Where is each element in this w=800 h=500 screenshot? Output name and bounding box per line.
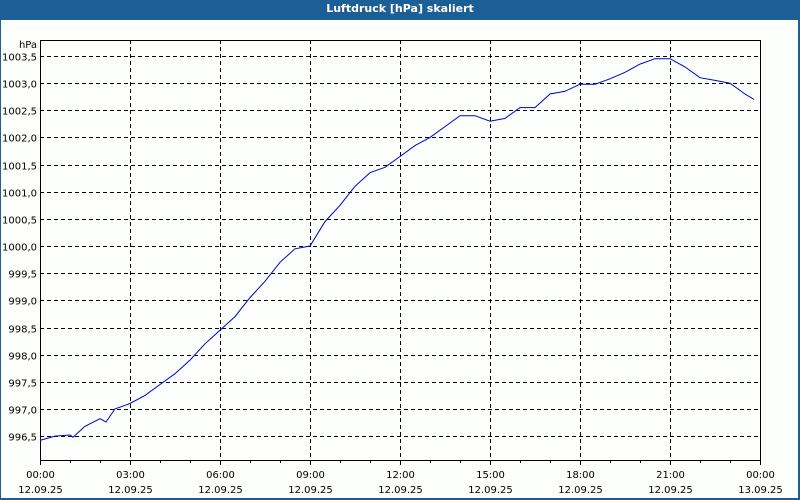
x-tick-time: 06:00: [206, 470, 235, 481]
x-tick-date: 12.09.25: [198, 485, 243, 496]
x-tick-time: 00:00: [746, 470, 775, 481]
y-tick-label: 998,0: [8, 352, 37, 363]
x-tick-date: 12.09.25: [558, 485, 603, 496]
y-tick-label: 1002,0: [2, 134, 37, 145]
x-tick-time: 18:00: [566, 470, 595, 481]
x-tick-date: 12.09.25: [378, 485, 423, 496]
y-tick-label: 999,5: [8, 270, 37, 281]
x-tick-time: 15:00: [476, 470, 505, 481]
chart-panel: [1, 20, 798, 498]
y-tick-label: 1000,0: [2, 243, 37, 254]
y-tick-label: 996,5: [8, 433, 37, 444]
y-tick-label: 998,5: [8, 325, 37, 336]
y-tick-label: 1003,0: [2, 80, 37, 91]
x-tick-date: 12.09.25: [288, 485, 333, 496]
y-tick-label: 999,0: [8, 297, 37, 308]
x-tick-date: 12.09.25: [468, 485, 513, 496]
x-tick-time: 03:00: [116, 470, 145, 481]
y-tick-label: 997,0: [8, 406, 37, 417]
x-tick-time: 21:00: [656, 470, 685, 481]
y-tick-label: 1001,0: [2, 189, 37, 200]
y-tick-label: 997,5: [8, 379, 37, 390]
pressure-series-line: [39, 58, 755, 441]
window-title: Luftdruck [hPa] skaliert: [0, 0, 800, 20]
x-tick-time: 09:00: [296, 470, 325, 481]
y-tick-label: 1003,5: [2, 53, 37, 64]
plot-frame: [40, 40, 761, 461]
x-tick-date: 12.09.25: [18, 485, 63, 496]
x-tick-date: 12.09.25: [648, 485, 693, 496]
x-tick-date: 13.09.25: [738, 485, 783, 496]
x-tick-time: 12:00: [386, 470, 415, 481]
y-tick-label: 1001,5: [2, 162, 37, 173]
y-tick-label: 1002,5: [2, 107, 37, 118]
y-tick-label: 1000,5: [2, 216, 37, 227]
x-tick-time: 00:00: [26, 470, 55, 481]
x-tick-date: 12.09.25: [108, 485, 153, 496]
y-axis-unit: hPa: [19, 40, 37, 51]
